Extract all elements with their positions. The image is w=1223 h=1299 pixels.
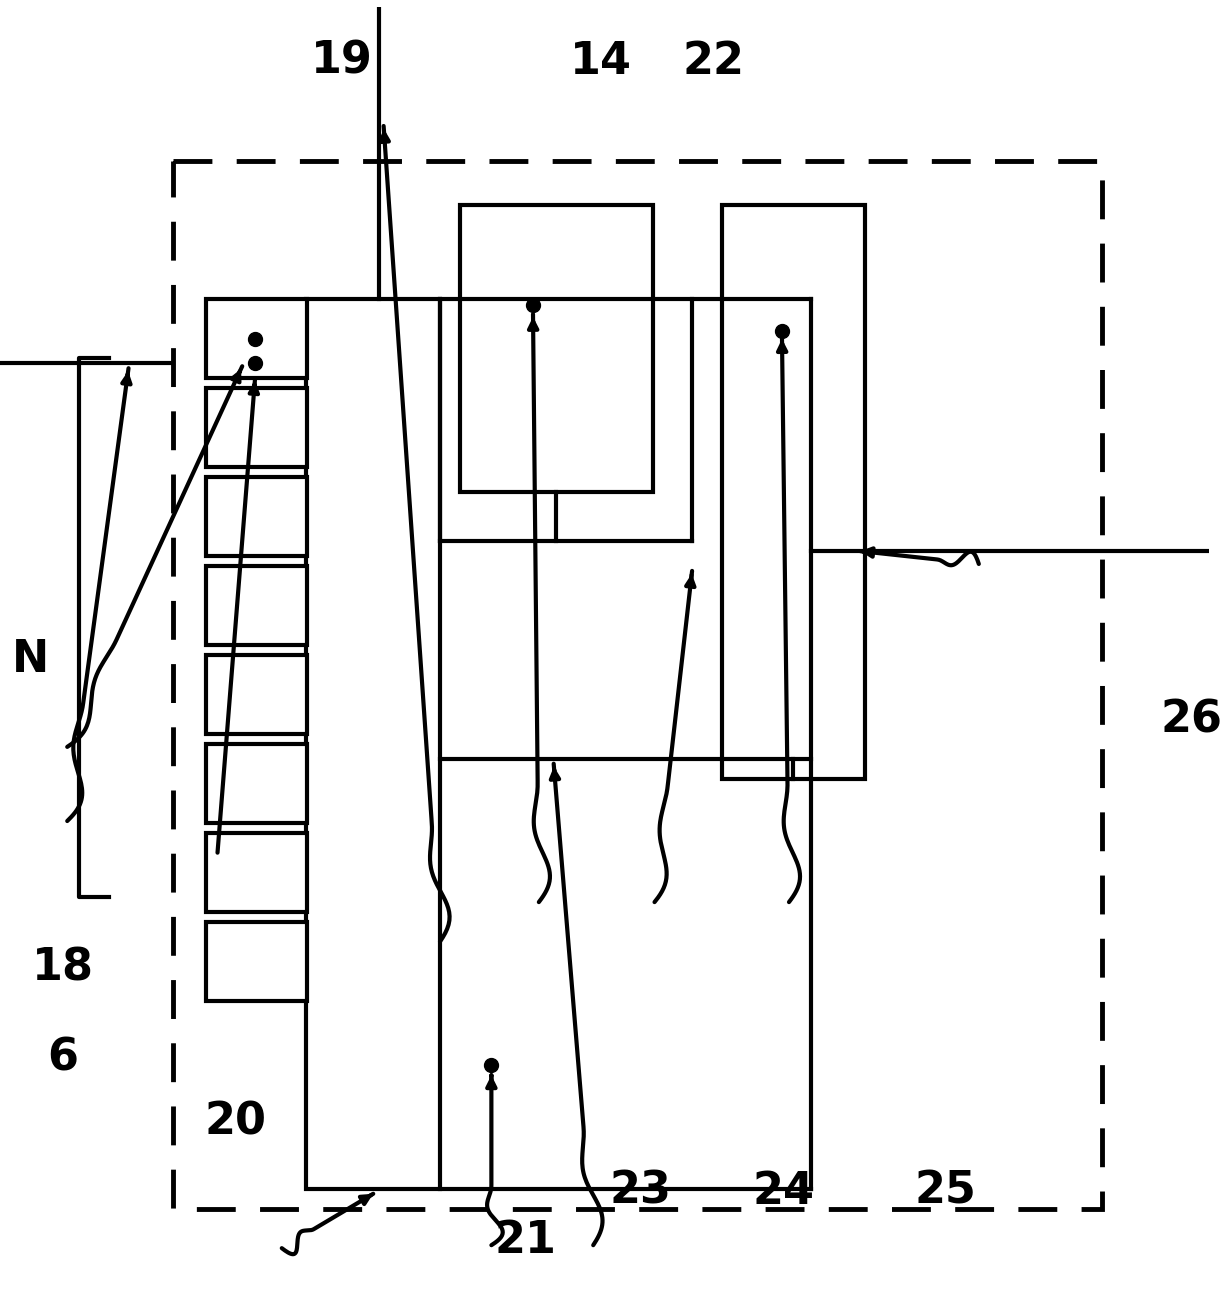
Text: 20: 20 (204, 1100, 267, 1143)
Bar (205, 566, 307, 646)
Bar (205, 388, 307, 468)
Text: 6: 6 (48, 1037, 78, 1079)
Bar (205, 655, 307, 734)
Bar (205, 744, 307, 824)
Text: 14: 14 (570, 40, 632, 83)
Text: 19: 19 (312, 40, 373, 83)
Bar (205, 477, 307, 556)
Bar (205, 922, 307, 1002)
Text: 23: 23 (610, 1170, 671, 1213)
Bar (205, 833, 307, 912)
Text: 24: 24 (752, 1170, 815, 1213)
Text: 26: 26 (1161, 699, 1222, 742)
Bar (722, 205, 865, 778)
Text: 21: 21 (495, 1218, 556, 1261)
Text: 18: 18 (32, 947, 94, 990)
Bar (307, 299, 440, 1189)
Text: N: N (11, 638, 49, 681)
Bar (172, 161, 1102, 1208)
Text: 22: 22 (682, 40, 745, 83)
Text: 25: 25 (915, 1170, 976, 1213)
Bar (460, 205, 653, 492)
Bar (205, 299, 307, 378)
